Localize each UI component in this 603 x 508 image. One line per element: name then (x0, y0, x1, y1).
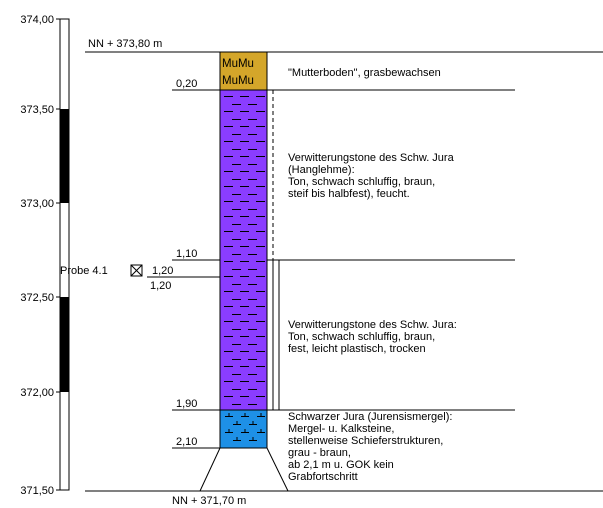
layer-description-line: Ton, schwach schluffig, braun, (288, 176, 435, 188)
layer-description-line: Schwarzer Jura (Jurensismergel): (288, 411, 452, 423)
sample-depth-bottom: 1,20 (150, 280, 171, 292)
scale-label: 374,00 (20, 14, 54, 26)
layer-description: "Mutterboden", grasbewachsen (288, 67, 441, 79)
clay-hatch-pattern (224, 96, 265, 405)
depth-label: 2,10 (176, 436, 197, 448)
topsoil-layer (219, 51, 268, 91)
marl-hatch-pattern (225, 413, 265, 441)
layer-description-line: stellenweise Schieferstrukturen, (288, 435, 443, 447)
layer-description-line: Verwitterungstone des Schw. Jura: (288, 319, 457, 331)
top-elevation-label: NN + 373,80 m (88, 38, 162, 50)
layer-description: Verwitterungstone des Schw. Jura (Hangle… (288, 152, 457, 200)
sample-marker: Probe 4.1 1,20 1,20 (60, 264, 220, 292)
column-taper-line (266, 447, 289, 492)
topsoil-symbol-row: MuMu (222, 75, 254, 87)
layer-description-line: Ton, schwach schluffig, braun, (288, 331, 435, 343)
scale-label: 373,50 (20, 104, 54, 116)
scale-label: 372,00 (20, 387, 54, 399)
layer-description-line: (Hanglehme): (288, 164, 355, 176)
elevation-scale: 374,00 373,50 373,00 372,50 372,00 371,5… (20, 14, 70, 497)
layer-description-line: grau - braun, (288, 447, 351, 459)
scale-label: 372,50 (20, 292, 54, 304)
depth-label: 0,20 (176, 78, 197, 90)
layer-description-line: fest, leicht plastisch, trocken (288, 343, 426, 355)
scale-label: 373,00 (20, 198, 54, 210)
layer-description: Verwitterungstone des Schw. Jura: Ton, s… (288, 319, 460, 355)
topsoil-symbol-row: MuMu (222, 58, 254, 70)
clay-layer (219, 89, 268, 411)
layer-description: Schwarzer Jura (Jurensismergel): Mergel-… (288, 411, 456, 483)
marl-layer (219, 409, 268, 449)
layer-description-line: Grabfortschritt (288, 471, 358, 483)
sample-depth-top: 1,20 (152, 265, 173, 277)
layer-description-line: steif bis halbfest), feucht. (288, 188, 410, 200)
depth-label: 1,10 (176, 248, 197, 260)
soil-column: MuMu MuMu (219, 51, 268, 449)
scale-label: 371,50 (20, 485, 54, 497)
bottom-elevation-label: NN + 371,70 m (172, 495, 246, 507)
scale-bar-black-segment (60, 297, 69, 392)
sample-label: Probe 4.1 (60, 265, 108, 277)
layer-description-line: ab 2,1 m u. GOK kein (288, 459, 394, 471)
scale-bar-frame (59, 18, 70, 491)
layer-description-line: "Mutterboden", grasbewachsen (288, 67, 441, 79)
column-taper-line (199, 447, 221, 492)
layer-description-line: Mergel- u. Kalksteine, (288, 423, 394, 435)
depth-label: 1,90 (176, 398, 197, 410)
layer-description-line: Verwitterungstone des Schw. Jura (288, 152, 455, 164)
scale-bar-black-segment (60, 109, 69, 203)
